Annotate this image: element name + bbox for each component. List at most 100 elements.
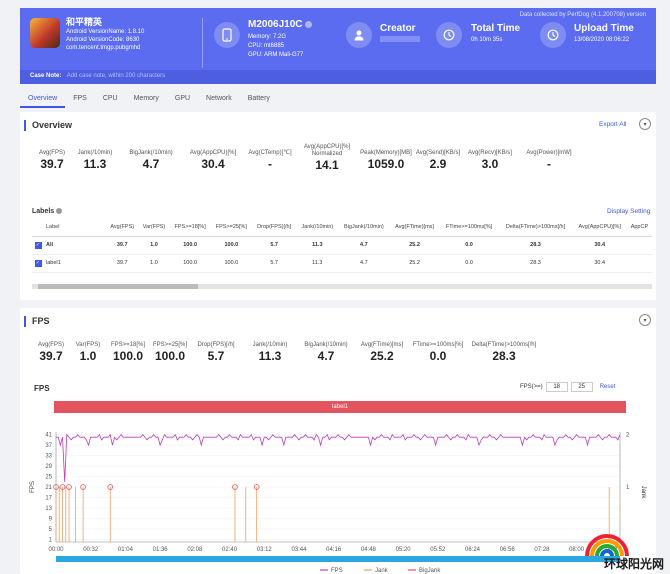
fps-filter-input-1[interactable]: 18 [545,382,568,392]
overview-card: Overview Export All ▾ Avg(FPS) 39.7 Jank(… [20,112,656,300]
tab-network[interactable]: Network [206,95,232,102]
fps-chart-title: FPS [34,384,50,393]
upload-time-value: 13/08/2020 08:06:22 [574,37,630,43]
tab-overview[interactable]: Overview [20,90,66,108]
x-tick-label: 04:16 [326,547,342,553]
fps-metric-var: Var(FPS) 1.0 [75,342,101,363]
zoom-slider [56,556,620,562]
x-tick-label: 00:32 [83,547,99,553]
creator-block: Creator [380,24,420,42]
fps-metric-ge18: FPS>=18[%] 100.0 [110,342,146,363]
x-tick-label: 00:00 [48,547,64,553]
display-setting-link[interactable]: Display Setting [607,208,651,215]
y-tick-label: 17 [45,495,52,501]
overview-title: Overview [23,120,73,131]
x-tick-label: 02:08 [187,547,203,553]
export-all-link[interactable]: Export All [599,121,627,128]
fps-metric-ge25: FPS>=25[%] 100.0 [152,342,188,363]
legend-label: Jank [375,568,389,574]
table-row[interactable]: ✓ label1 39.7 1.0 100.0 100.0 5.7 11.3 4.7 2… [32,254,652,273]
x-tick-label: 07:28 [534,547,550,553]
fps-filter-input-2[interactable]: 25 [570,382,593,392]
x-tick-label: 05:20 [396,547,412,553]
x-tick-label: 03:44 [291,547,307,553]
total-time-label: Total Time [471,23,521,34]
overview-collapse-icon[interactable]: ▾ [639,118,651,130]
tab-cpu[interactable]: CPU [102,95,118,102]
creator-label: Creator [380,23,416,34]
y2-tick-label: 1 [626,485,630,491]
metric-appcpu-normalized: Avg(AppCPU)[%] Normalized 14.1 [303,144,351,172]
labels-table-header: Label Avg(FPS) Var(FPS) FPS>=18[%] FPS>=… [32,218,652,237]
bigjank-mark [53,484,59,490]
fps-metric-ftime100: FTime>=100ms[%] 0.0 [412,342,464,363]
labels-title: Labels [32,208,63,215]
watermark-logo-icon [585,534,629,557]
fps-card: FPS ▾ Avg(FPS) 39.7 Var(FPS) 1.0 FPS>=18[%… [20,308,656,574]
fps-metric-jank: Jank(/10min) 11.3 [252,342,288,363]
bigjank-mark [80,484,86,490]
phone-icon [214,22,240,48]
metric-avg-fps: Avg(FPS) 39.7 [39,150,65,171]
legend-label: FPS [331,568,343,574]
table-scrollbar[interactable] [32,284,652,289]
x-tick-label: 01:04 [118,547,134,553]
section-tabs: Overview FPS CPU Memory GPU Network Batt… [20,90,656,108]
fps-metric-ftime: Avg(FTime)[ms] 25.2 [360,342,404,363]
metric-peak-memory: Peak(Memory)[MB] 1059.0 [360,150,412,171]
app-package: com.tencent.tmgp.pubgmhd [66,45,141,51]
device-model: M2006J10C [248,20,313,30]
header-divider [202,18,203,68]
y-tick-label: 41 [45,433,52,439]
tab-memory[interactable]: Memory [133,95,159,102]
metric-avg-ctemp: Avg(CTemp)[℃] - [248,150,292,171]
fps-title: FPS [24,316,50,327]
bigjank-mark [253,484,260,490]
app-logo-icon [30,18,60,48]
fps-metric-delta: Delta(FTime)>100ms[/h] 28.3 [471,342,537,363]
table-row[interactable]: ✓ All 39.7 1.0 100.0 100.0 5.7 11.3 4.7 25.2… [32,236,652,255]
metric-avg-power: Avg(Power)[mW] - [526,150,572,171]
label1-bar[interactable]: label1 [54,401,626,413]
x-tick-label: 01:36 [153,547,169,553]
collected-by-text: Data collected by PerfDog (4.1.200708) v… [519,12,646,18]
x-tick-label: 06:24 [465,547,481,553]
upload-time-label: Upload Time [574,23,634,34]
total-time-block: Total Time 0h 10m 35s [471,24,520,45]
bigjank-mark [232,484,238,490]
app-info: 和平精英 Android VersionName: 1.8.10 Android… [66,18,144,52]
tab-gpu[interactable]: GPU [174,95,191,102]
bigjank-mark [66,484,72,490]
creator-value [380,36,420,42]
case-note-label: Case Note: [30,73,62,79]
reset-link[interactable]: Reset [599,384,616,390]
fps-collapse-icon[interactable]: ▾ [639,314,651,326]
checkbox-icon[interactable]: ✓ [34,241,42,249]
metric-avg-send: Avg(Send)[KB/s] 2.9 [415,150,461,171]
table-scrollbar-thumb[interactable] [38,284,198,289]
report-header: Data collected by PerfDog (4.1.200708) v… [20,8,656,84]
x-tick-label: 05:52 [430,547,446,553]
tab-fps[interactable]: FPS [73,95,87,102]
device-info: M2006J10C Memory: 7.2G CPU: mt6885 GPU: … [248,20,313,60]
tab-battery[interactable]: Battery [247,95,270,102]
metric-bigjank: BigJank(/10min) 4.7 [129,150,173,171]
x-tick-label: 03:12 [257,547,273,553]
app-version-code: Android VersionCode: 8630 [66,37,140,43]
x-tick-label: 08:3 [605,547,617,553]
clock-icon [436,22,462,48]
metric-avg-recv: Avg(Recv)[KB/s] 3.0 [468,150,512,171]
y2-tick-label: 2 [626,433,630,439]
case-note-input[interactable]: Add case note, within 200 characters [66,73,166,79]
total-time-value: 0h 10m 35s [471,37,503,43]
checkbox-icon[interactable]: ✓ [34,259,42,267]
user-icon [346,22,372,48]
device-gpu: GPU: ARM Mali-G77 [248,52,304,58]
upload-clock-icon [540,22,566,48]
upload-time-block: Upload Time 13/08/2020 08:06:22 [574,24,634,45]
y2-axis-label: Jank [640,486,646,500]
case-note-bar[interactable]: Case Note: Add case note, within 200 cha… [20,70,656,84]
labels-table: Label Avg(FPS) Var(FPS) FPS>=18[%] FPS>=… [32,218,652,273]
x-tick-label: 04:48 [361,547,377,553]
